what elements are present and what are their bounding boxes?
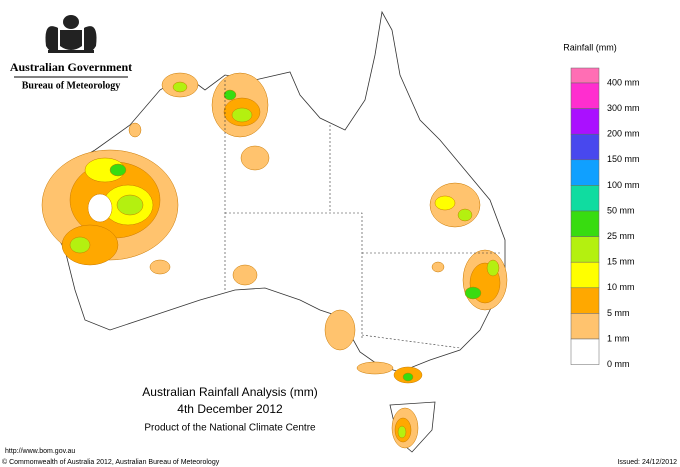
legend-label: 10 mm [607,282,635,292]
state-borders [224,80,500,349]
legend-swatch [570,338,600,365]
copyright: © Commonwealth of Australia 2012, Austra… [2,458,220,466]
legend-swatch [570,261,600,289]
issued-date: Issued: 24/12/2012 [617,459,677,466]
legend-label: 150 mm [607,154,640,164]
legend-swatch [570,313,600,340]
legend-label: 1 mm [607,333,630,343]
url: http://www.bom.gov.au [5,448,75,455]
legend-swatch [570,133,600,161]
legend-label: 300 mm [607,103,640,113]
legend-label: 400 mm [607,77,640,87]
legend-label: 100 mm [607,180,640,190]
legend-label: 15 mm [607,257,635,267]
legend-swatch [570,82,600,109]
legend-swatch [570,287,600,314]
legend-swatch [570,210,600,237]
crest [45,15,97,53]
map-title: Australian Rainfall Analysis (mm) [142,385,317,399]
legend: 400 mm 300 mm 200 mm 150 mm 100 mm 50 mm 25 mm… [570,67,640,369]
legend-label: 50 mm [607,205,635,215]
legend-swatch [570,67,600,84]
rainfall-areas [41,72,508,449]
legend-swatch [570,236,600,263]
map-subtitle: Product of the National Climate Centre [144,423,316,434]
bureau-name: Bureau of Meteorology [22,80,121,91]
legend-swatch [570,185,600,212]
legend-label: 200 mm [607,129,640,139]
legend-label: 5 mm [607,308,630,318]
legend-swatch [570,159,600,186]
legend-label: 25 mm [607,231,635,241]
map-date: 4th December 2012 [177,402,283,416]
government-name: Australian Government [10,60,132,74]
legend-title: Rainfall (mm) [563,42,617,52]
legend-swatch [570,108,600,135]
legend-label: 0 mm [607,359,630,369]
